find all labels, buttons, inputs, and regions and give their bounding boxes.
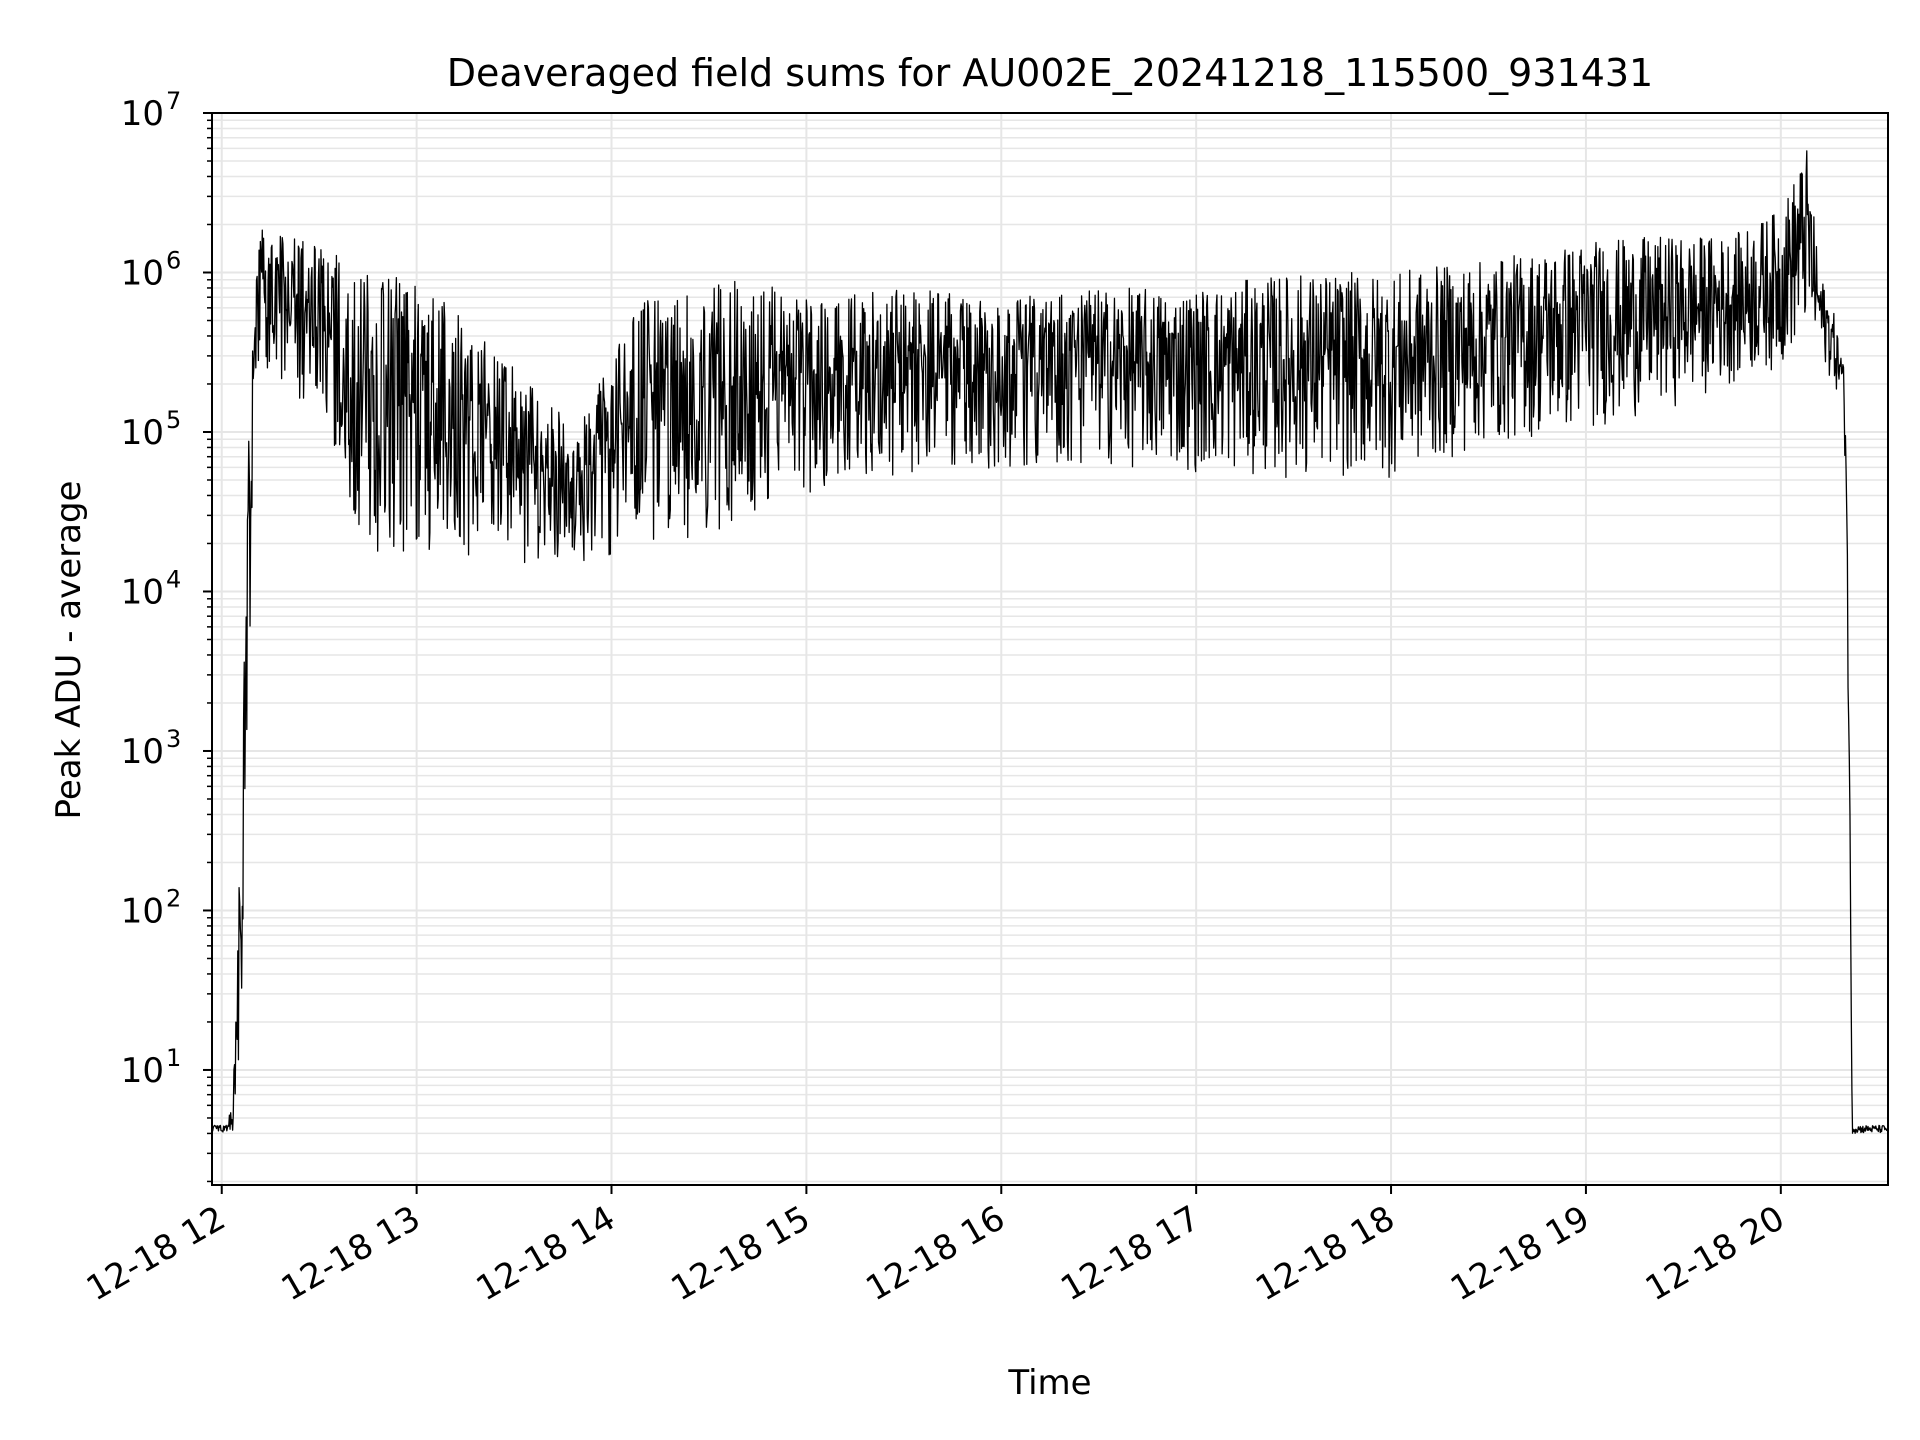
y-tick-exponent: 5 <box>166 406 181 434</box>
y-tick-label: 10 <box>121 732 164 772</box>
chart-title: Deaveraged field sums for AU002E_2024121… <box>447 51 1653 95</box>
y-tick-exponent: 3 <box>166 725 181 753</box>
y-tick-label: 10 <box>121 891 164 931</box>
x-axis-label: Time <box>1007 1363 1091 1403</box>
plot-frame <box>211 112 1889 1186</box>
y-axis-label: Peak ADU - average <box>49 481 89 820</box>
y-tick-exponent: 2 <box>166 884 181 912</box>
y-tick-label: 10 <box>121 413 164 453</box>
series-layer <box>212 150 1888 1134</box>
y-tick-exponent: 4 <box>166 565 181 593</box>
y-tick-exponent: 1 <box>166 1044 181 1072</box>
y-tick-exponent: 6 <box>166 246 181 274</box>
y-tick-label: 10 <box>121 572 164 612</box>
y-tick-label: 10 <box>121 94 164 134</box>
grid <box>212 112 1888 1185</box>
y-tick-label: 10 <box>121 253 164 293</box>
series-line <box>212 150 1888 1134</box>
y-tick-exponent: 7 <box>166 87 181 115</box>
y-tick-label: 10 <box>121 1051 164 1091</box>
